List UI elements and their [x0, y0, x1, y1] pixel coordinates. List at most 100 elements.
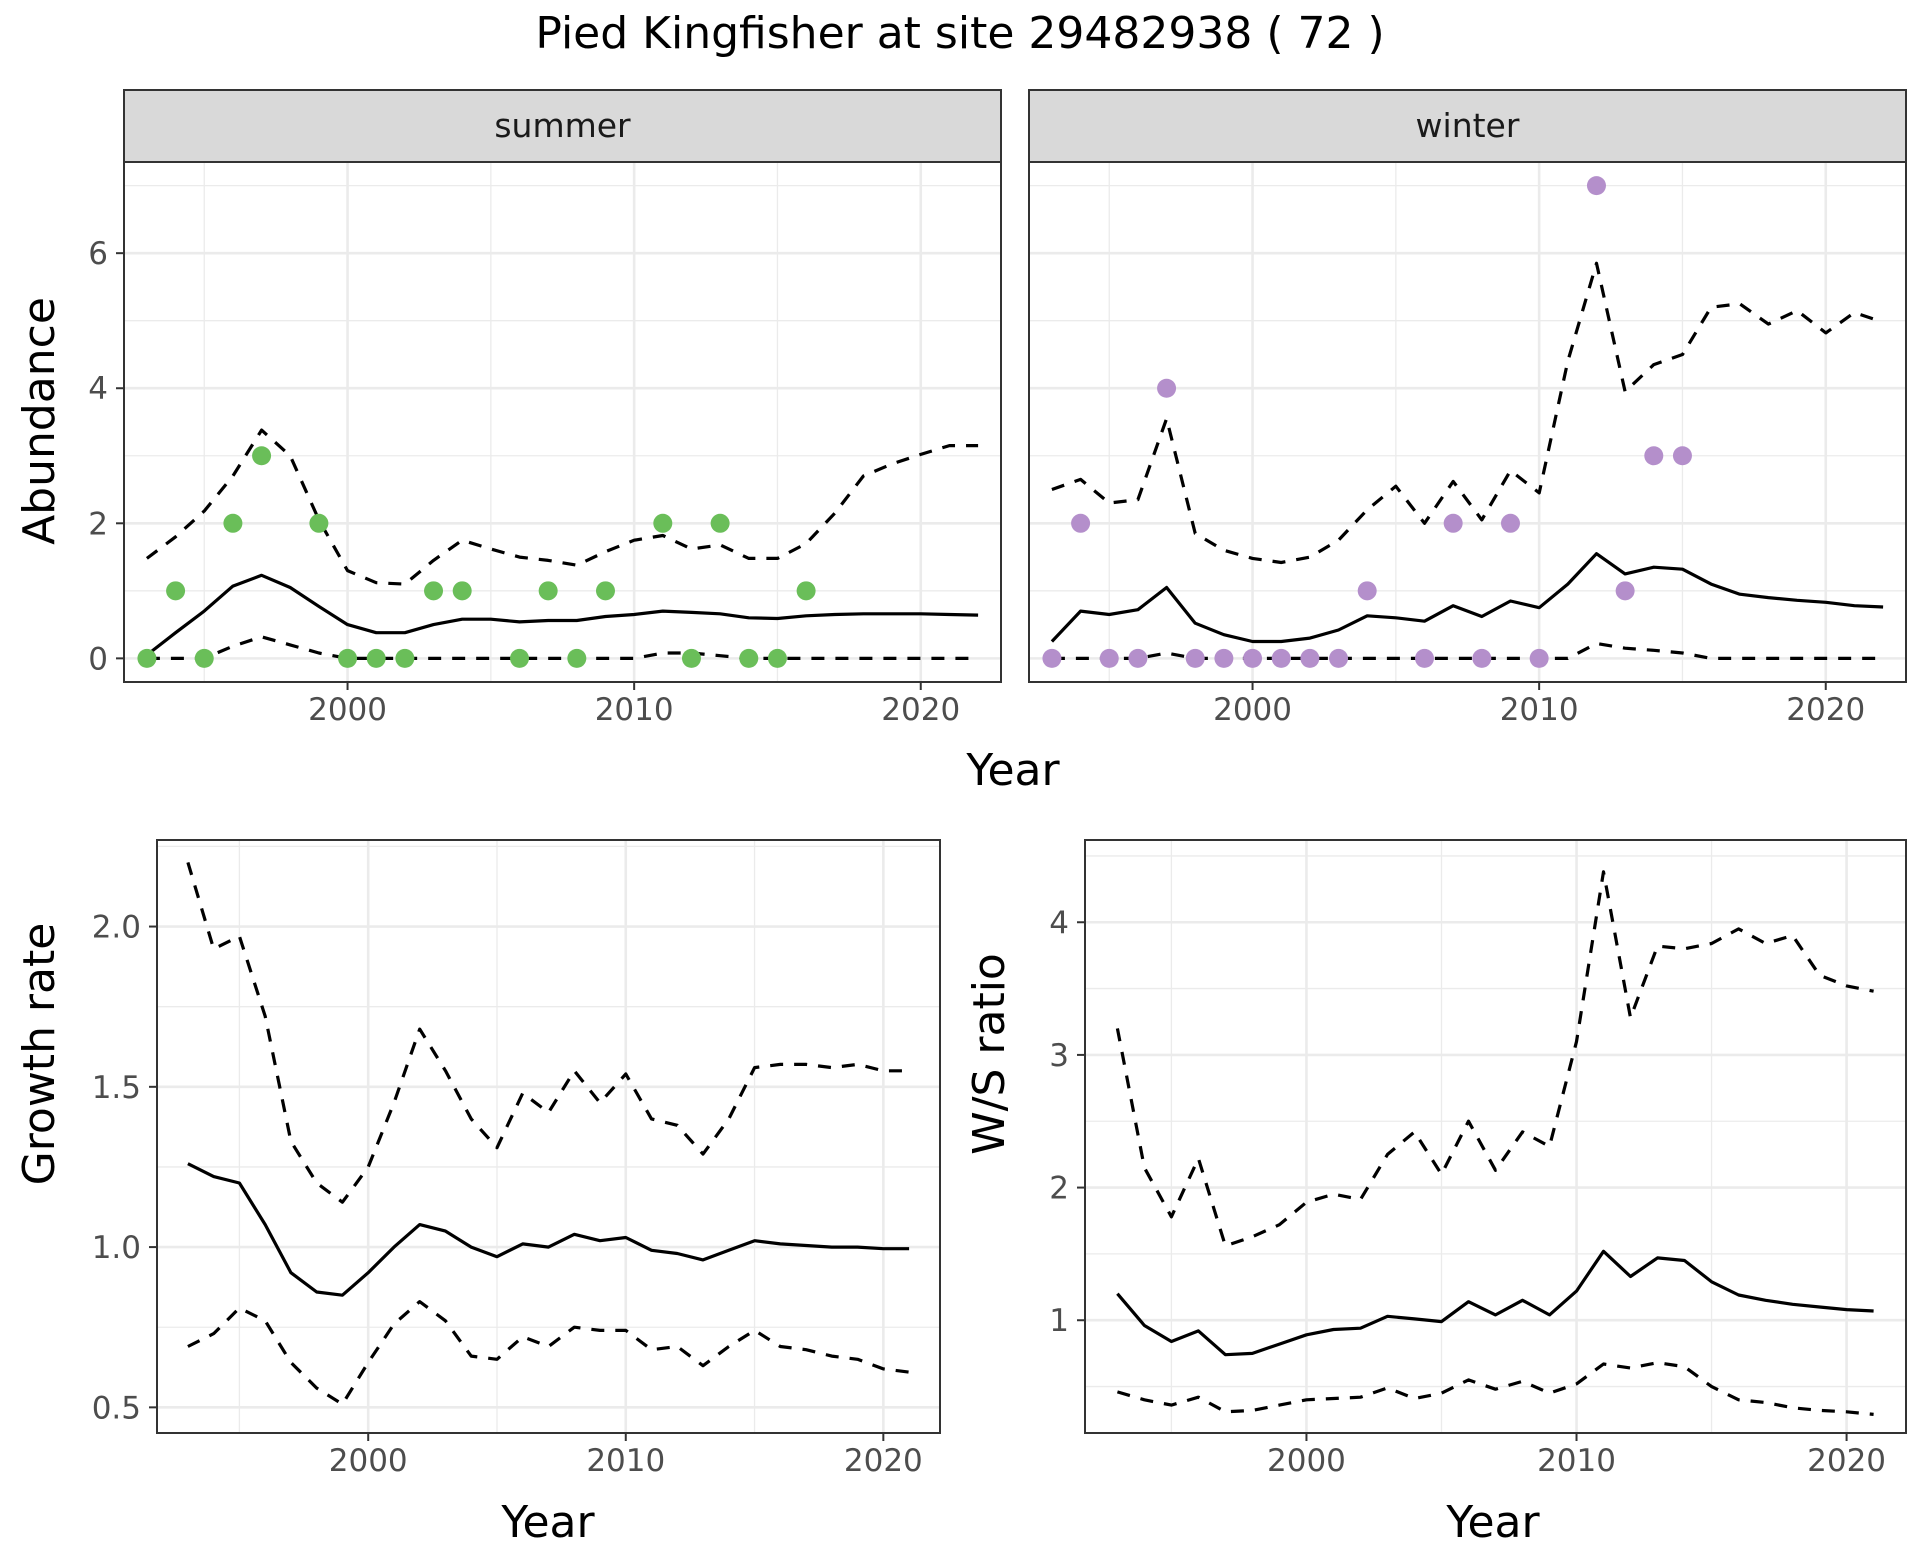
- winter-plot-area: [1029, 162, 1906, 682]
- summer-observed-point: [424, 581, 444, 601]
- summer-observed-point: [796, 581, 816, 601]
- winter-strip-label: winter: [1416, 106, 1520, 145]
- ws-ratio-y-tick-label: 4: [1049, 905, 1069, 941]
- abundance-x-tick-label: 2010: [1500, 692, 1579, 728]
- growth-panel: 2000 2010 2020 0.5 1.0 1.5 2.0: [92, 839, 941, 1479]
- summer-observed-point: [653, 513, 673, 533]
- summer-observed-point: [366, 648, 386, 668]
- summer-observed-point: [452, 581, 472, 601]
- winter-observed-point: [1529, 648, 1549, 668]
- growth-y-axis-title: Growth rate: [14, 923, 65, 1186]
- ws-ratio-x-tick-label: 2020: [1807, 1443, 1886, 1479]
- abundance-y-tick-label: 4: [88, 371, 108, 407]
- winter-observed-point: [1500, 513, 1520, 533]
- summer-observed-point: [252, 446, 272, 466]
- winter-observed-point: [1415, 648, 1435, 668]
- growth-mean-line: [187, 1162, 910, 1297]
- summer-observed-point: [567, 648, 587, 668]
- winter-observed-point: [1300, 648, 1320, 668]
- growth-lower-ci-line: [187, 1300, 910, 1406]
- summer-observed-point: [595, 581, 615, 601]
- ws-ratio-y-tick-label: 3: [1049, 1038, 1069, 1074]
- winter-observed-point: [1357, 581, 1377, 601]
- growth-y-tick-label: 1.5: [92, 1070, 141, 1106]
- summer-observed-point: [166, 581, 186, 601]
- ws-ratio-lower-ci-line: [1116, 1361, 1874, 1416]
- growth-y-tick-label: 2.0: [92, 910, 141, 946]
- winter-mean-line: [1050, 552, 1884, 644]
- winter-observed-point: [1157, 378, 1177, 398]
- summer-observed-point: [681, 648, 701, 668]
- summer-observed-point: [767, 648, 787, 668]
- growth-upper-ci-line: [186, 861, 910, 1204]
- growth-y-tick-label: 0.5: [92, 1390, 141, 1426]
- growth-x-tick-label: 2020: [844, 1443, 923, 1479]
- abundance-y-tick-label: 0: [88, 641, 108, 677]
- growth-y-tick-label: 1.0: [92, 1230, 141, 1266]
- ws-ratio-x-tick-label: 2010: [1537, 1443, 1616, 1479]
- winter-observed-point: [1443, 513, 1463, 533]
- winter-observed-point: [1615, 581, 1635, 601]
- ws-ratio-x-axis-title: Year: [1445, 1497, 1540, 1548]
- abundance-x-tick-label: 2000: [308, 692, 387, 728]
- abundance-x-axis-title: Year: [965, 745, 1060, 796]
- winter-observed-point: [1329, 648, 1349, 668]
- ws-ratio-panel-border: [1084, 839, 1907, 1434]
- winter-observed-point: [1042, 648, 1062, 668]
- winter-observed-point: [1271, 648, 1291, 668]
- summer-plot-area: [124, 162, 1001, 682]
- winter-observed-point: [1472, 648, 1492, 668]
- ws-ratio-plot-area: [1085, 840, 1906, 1433]
- winter-observed-point: [1644, 446, 1664, 466]
- winter-observed-point: [1243, 648, 1263, 668]
- summer-observed-point: [739, 648, 759, 668]
- winter-strip: [1028, 89, 1907, 163]
- winter-upper-ci-line: [1051, 261, 1884, 565]
- winter-observed-point: [1586, 176, 1606, 196]
- summer-observed-point: [309, 513, 329, 533]
- abundance-x-tick-label: 2020: [881, 692, 960, 728]
- abundance-y-tick-label: 6: [88, 236, 108, 272]
- summer-observed-point: [223, 513, 243, 533]
- abundance-y-axis-title: Abundance: [14, 297, 65, 545]
- abundance-x-tick-label: 2020: [1786, 692, 1865, 728]
- ws-ratio-mean-line: [1116, 1249, 1874, 1357]
- winter-observed-point: [1071, 513, 1091, 533]
- figure-title: Pied Kingfisher at site 29482938 ( 72 ): [535, 8, 1384, 59]
- winter-observed-point: [1128, 648, 1148, 668]
- summer-strip-label: summer: [494, 106, 631, 145]
- ws-ratio-y-axis-title: W/S ratio: [964, 953, 1015, 1155]
- summer-observed-point: [510, 648, 530, 668]
- winter-observed-point: [1672, 446, 1692, 466]
- ws-ratio-y-tick-label: 2: [1049, 1171, 1069, 1207]
- chart-panels: summer 2000 2010 2020 0 2 4 6 winter 2000 2010 2020…: [88, 89, 1907, 1479]
- summer-observed-point: [710, 513, 730, 533]
- abundance-x-tick-label: 2010: [595, 692, 674, 728]
- ws-ratio-panel: 2000 2010 2020 1 2 3 4: [1049, 839, 1907, 1479]
- winter-observed-point: [1214, 648, 1234, 668]
- growth-x-tick-label: 2000: [329, 1443, 408, 1479]
- winter-lower-ci-line: [1051, 641, 1884, 660]
- ws-ratio-y-tick-label: 1: [1049, 1303, 1069, 1339]
- ws-ratio-upper-ci-line: [1115, 870, 1874, 1248]
- growth-x-tick-label: 2010: [586, 1443, 665, 1479]
- summer-strip: [123, 89, 1002, 163]
- summer-observed-point: [338, 648, 358, 668]
- summer-panel: summer 2000 2010 2020 0 2 4 6: [88, 89, 1002, 728]
- summer-observed-point: [538, 581, 558, 601]
- abundance-y-tick-label: 2: [88, 506, 108, 542]
- summer-mean-line: [145, 573, 979, 657]
- winter-observed-point: [1099, 648, 1119, 668]
- ws-ratio-x-tick-label: 2000: [1267, 1443, 1346, 1479]
- abundance-x-tick-label: 2000: [1213, 692, 1292, 728]
- summer-observed-point: [395, 648, 415, 668]
- summer-lower-ci-line: [146, 635, 979, 660]
- summer-observed-point: [137, 648, 157, 668]
- summer-observed-point: [194, 648, 214, 668]
- winter-panel: winter 2000 2010 2020: [1028, 89, 1907, 728]
- growth-panel-border: [156, 839, 941, 1434]
- growth-x-axis-title: Year: [500, 1497, 595, 1548]
- winter-observed-point: [1185, 648, 1205, 668]
- growth-plot-area: [157, 840, 940, 1433]
